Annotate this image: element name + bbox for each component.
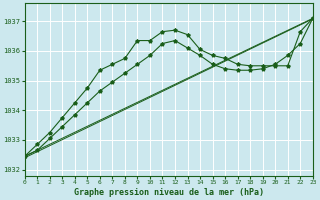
X-axis label: Graphe pression niveau de la mer (hPa): Graphe pression niveau de la mer (hPa) [74,188,264,197]
